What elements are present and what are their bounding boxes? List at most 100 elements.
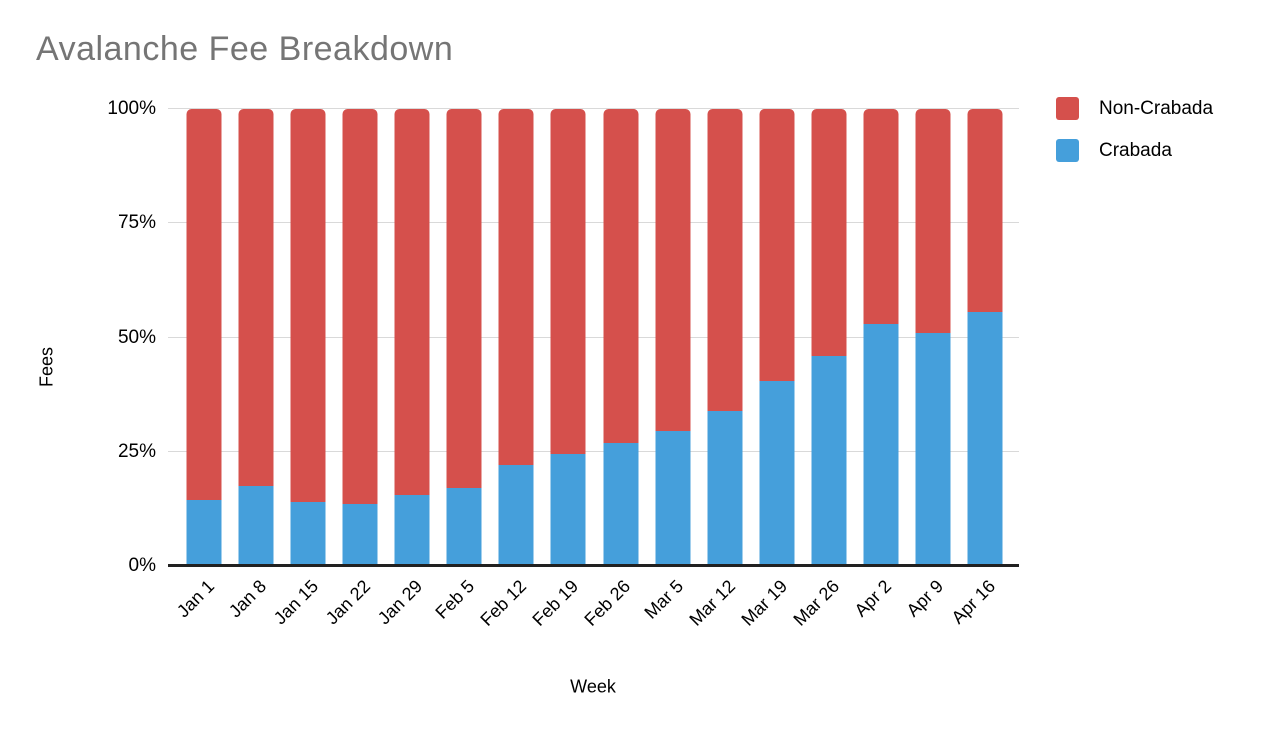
stacked-bar xyxy=(759,109,795,566)
y-tick-label-100: 100% xyxy=(107,98,156,119)
stacked-bar xyxy=(186,109,222,566)
bar-segment-non-crabada xyxy=(290,109,326,503)
chart-title: Avalanche Fee Breakdown xyxy=(36,30,454,68)
y-axis-title: Fees xyxy=(36,346,57,388)
x-axis-title: Week xyxy=(570,676,616,697)
stacked-bar xyxy=(863,109,899,566)
bar-segment-non-crabada xyxy=(811,109,847,356)
bar-slot-mar-12: Mar 12 xyxy=(685,109,751,630)
bar-slot-feb-26: Feb 26 xyxy=(581,109,647,630)
legend-label-non-crabada: Non-Crabada xyxy=(1099,97,1214,119)
bar-segment-non-crabada xyxy=(759,109,795,381)
bar-segment-crabada xyxy=(550,454,586,566)
legend-swatch-crabada-icon xyxy=(1056,139,1079,162)
bar-segment-crabada xyxy=(811,355,847,566)
stacked-bar xyxy=(498,109,534,566)
stacked-bar xyxy=(446,109,482,566)
bar-segment-crabada xyxy=(915,332,951,566)
x-tick-label: Apr 16 xyxy=(947,576,1000,628)
bar-segment-non-crabada xyxy=(342,109,378,505)
bar-slot-feb-12: Feb 12 xyxy=(477,109,542,630)
bar-segment-non-crabada xyxy=(655,109,691,432)
bar-slot-feb-19: Feb 19 xyxy=(529,109,594,630)
x-tick-label: Jan 29 xyxy=(374,576,427,629)
stacked-bar xyxy=(811,109,847,566)
bar-segment-non-crabada xyxy=(550,109,586,455)
stacked-bar xyxy=(238,109,274,566)
bar-segment-non-crabada xyxy=(915,109,951,333)
x-tick-label: Apr 2 xyxy=(850,576,895,621)
x-tick-label: Jan 1 xyxy=(172,576,219,622)
bar-segment-non-crabada xyxy=(446,109,482,489)
y-tick-label-75: 75% xyxy=(117,212,156,234)
bar-segment-non-crabada xyxy=(394,109,430,496)
bar-slot-mar-19: Mar 19 xyxy=(737,109,803,630)
legend-item-crabada: Crabada xyxy=(1056,139,1213,162)
bar-segment-crabada xyxy=(342,504,378,566)
stacked-bar xyxy=(603,109,639,566)
x-tick-label: Mar 26 xyxy=(789,576,843,630)
bar-slot-apr-16: Apr 16 xyxy=(947,109,1011,628)
y-tick-label-0: 0% xyxy=(128,555,156,576)
x-tick-label: Jan 8 xyxy=(224,576,271,622)
bar-segment-crabada xyxy=(603,442,639,566)
gridline-50 xyxy=(168,336,1019,338)
bar-segment-crabada xyxy=(863,323,899,566)
bar-slot-jan-29: Jan 29 xyxy=(374,109,438,628)
bar-slot-jan-22: Jan 22 xyxy=(322,109,386,628)
x-axis-baseline xyxy=(168,564,1019,567)
bar-segment-crabada xyxy=(290,502,326,566)
bar-slot-apr-9: Apr 9 xyxy=(902,109,959,621)
x-tick-label: Jan 15 xyxy=(269,576,323,629)
x-tick-label: Mar 19 xyxy=(737,576,791,630)
bar-segment-crabada xyxy=(498,465,534,566)
bar-slot-mar-5: Mar 5 xyxy=(640,109,699,623)
gridline-100 xyxy=(168,108,1019,109)
bar-segment-non-crabada xyxy=(603,109,639,443)
bar-segment-crabada xyxy=(707,410,743,566)
bar-segment-non-crabada xyxy=(863,109,899,324)
bar-slot-jan-15: Jan 15 xyxy=(270,109,334,628)
bar-segment-non-crabada xyxy=(186,109,222,500)
x-tick-label: Feb 12 xyxy=(476,576,531,630)
bar-segment-non-crabada xyxy=(967,109,1003,313)
stacked-bar xyxy=(915,109,951,566)
stacked-bar xyxy=(707,109,743,566)
bar-slot-apr-2: Apr 2 xyxy=(850,109,907,621)
x-tick-label: Feb 26 xyxy=(580,576,635,630)
bar-segment-crabada xyxy=(967,312,1003,566)
bar-segment-non-crabada xyxy=(498,109,534,466)
x-tick-label: Feb 19 xyxy=(528,576,583,630)
y-axis-tick-labels: 0% 25% 50% 75% 100% xyxy=(0,98,156,576)
y-tick-label-50: 50% xyxy=(117,326,156,348)
bar-segment-crabada xyxy=(394,495,430,566)
stacked-bar xyxy=(655,109,691,566)
stacked-bar xyxy=(967,109,1003,566)
bar-slot-jan-8: Jan 8 xyxy=(225,109,282,621)
legend-item-non-crabada: Non-Crabada xyxy=(1056,97,1213,120)
bar-segment-crabada xyxy=(238,486,274,566)
bar-segment-crabada xyxy=(186,499,222,566)
x-tick-label: Jan 22 xyxy=(322,576,375,629)
bar-segment-non-crabada xyxy=(707,109,743,411)
bar-segment-crabada xyxy=(446,488,482,566)
bar-slot-mar-26: Mar 26 xyxy=(789,109,855,630)
stacked-bar xyxy=(550,109,586,566)
x-tick-label: Mar 5 xyxy=(640,576,687,623)
x-tick-label: Mar 12 xyxy=(685,576,739,630)
legend-label-crabada: Crabada xyxy=(1099,139,1172,161)
x-tick-label: Apr 9 xyxy=(902,576,948,621)
bar-segment-crabada xyxy=(655,431,691,566)
stacked-bar xyxy=(342,109,378,566)
bar-segment-crabada xyxy=(759,380,795,566)
bar-slot-feb-5: Feb 5 xyxy=(432,109,490,623)
bar-group: Jan 1 Jan 8 Jan 15 Jan 22 Jan 29 Feb 5 Feb 12 F… xyxy=(168,109,1019,630)
bar-segment-non-crabada xyxy=(238,109,274,487)
y-tick-label-25: 25% xyxy=(117,440,156,462)
stacked-bar xyxy=(290,109,326,566)
x-tick-label: Feb 5 xyxy=(431,576,479,623)
stacked-bar xyxy=(394,109,430,566)
gridline-75 xyxy=(168,222,1019,224)
legend-swatch-non-crabada-icon xyxy=(1056,97,1079,120)
